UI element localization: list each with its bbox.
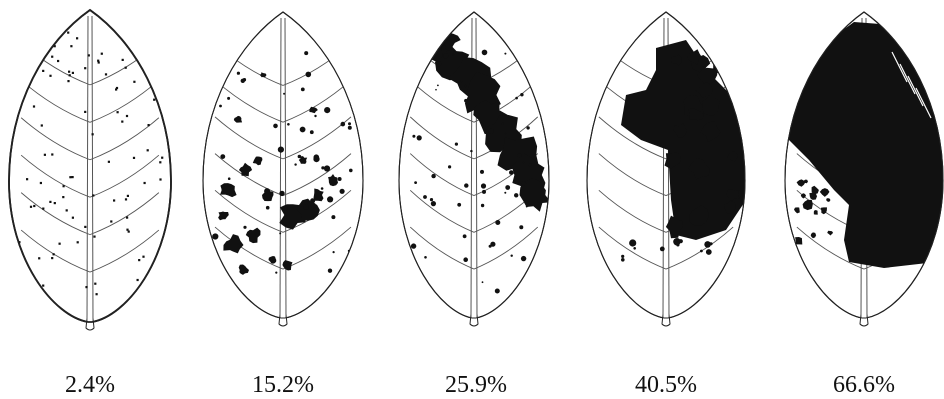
leaf-petiole: [278, 313, 288, 327]
leaf-4: [586, 11, 746, 327]
leaf-2: [202, 11, 364, 327]
lesions: [785, 22, 943, 268]
leaf-5: [784, 11, 944, 327]
severity-label-5: 66.6%: [833, 372, 895, 398]
leaf-3: [398, 11, 550, 327]
leaf-petiole: [661, 313, 671, 327]
lesions: [212, 51, 353, 275]
leaf-petiole: [85, 317, 95, 331]
lesions: [410, 31, 549, 294]
severity-label-2: 15.2%: [252, 372, 314, 398]
severity-label-4: 40.5%: [635, 372, 697, 398]
leaf-petiole: [859, 313, 869, 327]
leaf-petiole: [469, 313, 479, 327]
leaf-1: [8, 8, 172, 331]
severity-label-3: 25.9%: [445, 372, 507, 398]
severity-label-1: 2.4%: [65, 372, 115, 398]
